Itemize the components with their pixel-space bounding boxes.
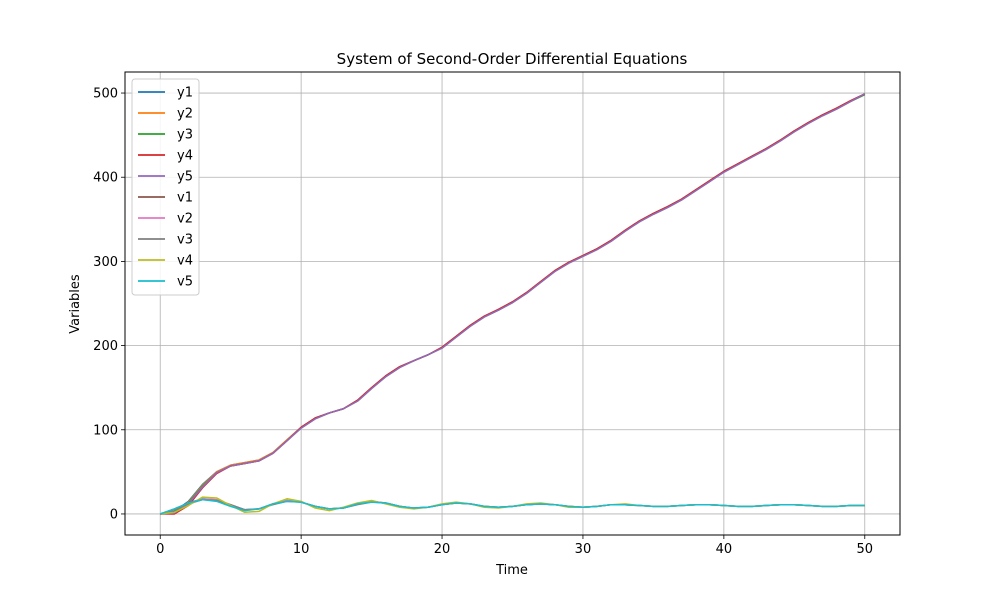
legend-label-y3: y3 (177, 128, 193, 143)
x-tick-label: 30 (575, 542, 592, 557)
legend-label-y5: y5 (177, 170, 193, 185)
x-tick-label: 40 (716, 542, 733, 557)
legend-label-y1: y1 (177, 86, 193, 101)
legend-box (131, 78, 200, 296)
legend-label-y4: y4 (177, 149, 193, 164)
x-tick-label: 0 (156, 542, 164, 557)
y-tick-label: 0 (110, 507, 118, 522)
y-tick-label: 100 (93, 423, 118, 438)
legend: y1 y2 y3 y4 y5 v1 v2 v3 v4 v5 (131, 78, 200, 296)
legend-label-v2: v2 (177, 212, 193, 227)
x-tick-label: 10 (293, 542, 310, 557)
series-line-v5 (159, 498, 865, 515)
x-axis-label: Time (495, 563, 528, 578)
chart-title: System of Second-Order Differential Equa… (337, 50, 688, 68)
legend-label-v3: v3 (177, 233, 193, 248)
x-tick-label: 50 (856, 542, 873, 557)
legend-label-v4: v4 (177, 254, 193, 269)
y-axis-label: Variables (68, 274, 83, 334)
legend-label-v5: v5 (177, 275, 193, 290)
plot-frame (124, 71, 901, 536)
y-tick-label: 500 (93, 87, 118, 102)
y-tick-label: 200 (93, 339, 118, 354)
y-tick-label: 400 (93, 171, 118, 186)
legend-label-v1: v1 (177, 191, 193, 206)
series-line-y5 (160, 93, 866, 515)
legend-label-y2: y2 (177, 107, 193, 122)
x-tick-label: 20 (434, 542, 451, 557)
plot-series (159, 93, 866, 515)
y-tick-label: 300 (93, 255, 118, 270)
grid-lines (125, 72, 900, 535)
